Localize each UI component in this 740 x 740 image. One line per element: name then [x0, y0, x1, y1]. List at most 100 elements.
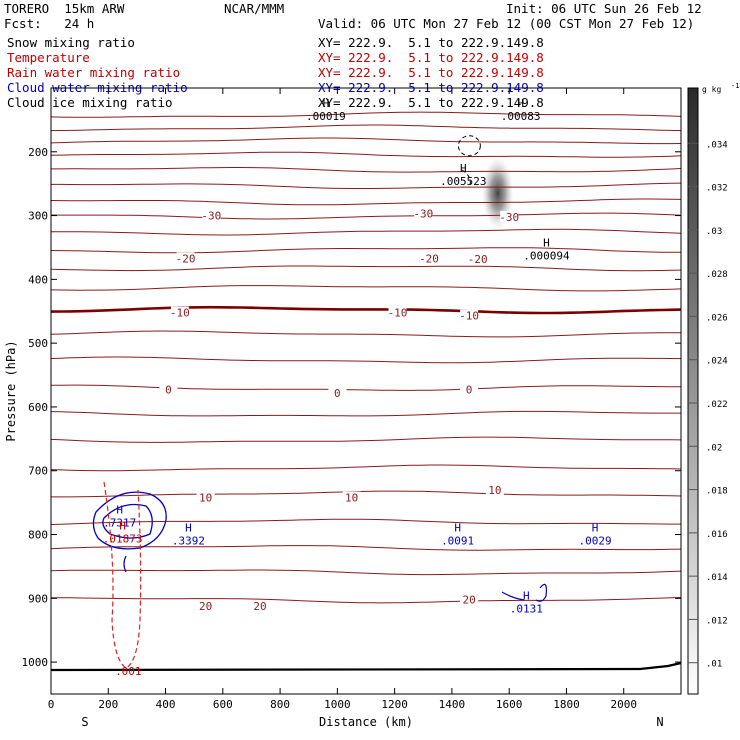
extremum-value: .01873	[103, 532, 143, 545]
temperature-label-bg	[460, 383, 479, 395]
terrain-line	[50, 661, 682, 672]
cloud-water-contour	[102, 503, 153, 539]
temperature-label: 20	[462, 594, 475, 607]
temperature-label: -10	[459, 310, 479, 323]
y-tick-label: 500	[28, 337, 48, 350]
extremum-value: .001	[115, 665, 142, 678]
temperature-label-bg	[420, 252, 438, 264]
field-snow-xy: XY= 222.9. 5.1 to 222.9.149.8	[318, 35, 544, 50]
temperature-label: -10	[388, 307, 408, 320]
valid-time: Valid: 06 UTC Mon 27 Feb 12 (00 CST Mon …	[318, 16, 695, 31]
isotherm-line	[51, 182, 682, 189]
temperature-label-bg	[196, 491, 215, 503]
y-tick-label: 1000	[22, 656, 49, 669]
temperature-label-bg	[159, 383, 178, 395]
temperature-label-bg	[170, 306, 189, 318]
isotherm-line	[50, 384, 681, 391]
x-tick-label: 1200	[381, 698, 408, 711]
field-temperature-xy: XY= 222.9. 5.1 to 222.9.149.8	[318, 50, 544, 65]
temperature-label: 10	[488, 484, 501, 497]
colorbar-tick-label: .024	[706, 357, 728, 367]
extremum-marker: H	[454, 521, 461, 534]
colorbar-unit: g kg	[702, 85, 721, 94]
extremum-value: .000094	[523, 250, 570, 263]
y-tick-label: 900	[28, 592, 48, 605]
extremum-value: .005523	[440, 175, 486, 188]
temperature-label: 20	[253, 600, 266, 613]
temperature-label-bg	[414, 207, 433, 219]
field-cloud-ice-label: Cloud ice mixing ratio	[7, 95, 173, 110]
cloud-water-contour	[123, 555, 127, 573]
temperature-label: -30	[413, 208, 433, 221]
x-tick-label: 1000	[324, 698, 351, 711]
extremum-value: .00019	[306, 110, 346, 123]
x-tick-label: 1600	[496, 698, 523, 711]
temperature-label: -30	[201, 210, 221, 223]
y-tick-label: 700	[28, 465, 48, 478]
temperature-label: -20	[176, 252, 196, 265]
snow-contour	[461, 169, 471, 187]
field-snow-label: Snow mixing ratio	[7, 35, 135, 50]
colorbar-tick-label: .01	[706, 660, 722, 670]
isotherm-line	[51, 228, 682, 236]
colorbar-tick-label: .026	[706, 313, 728, 323]
extremum-value: .00083	[501, 110, 541, 123]
isotherm-line	[51, 167, 682, 173]
colorbar-tick-label: .018	[706, 487, 728, 497]
isotherm-line	[50, 464, 682, 472]
extremum-marker: H	[119, 519, 126, 532]
south-label: S	[81, 715, 88, 729]
extremum-value: .0131	[510, 603, 543, 616]
temperature-label: -30	[499, 211, 519, 224]
x-tick-label: 1400	[439, 698, 466, 711]
extremum-value: .7317	[103, 516, 136, 529]
colorbar-tick-label: .032	[706, 184, 728, 194]
isotherm-line	[50, 198, 682, 206]
x-tick-label: 2000	[610, 698, 637, 711]
y-tick-label: 200	[28, 146, 48, 159]
colorbar-tick-label: .03	[706, 227, 722, 237]
temperature-label-bg	[342, 491, 361, 503]
x-tick-label: 200	[98, 698, 118, 711]
temperature-label: 0	[334, 387, 341, 400]
temperature-label-bg	[196, 599, 215, 611]
temperature-label: -20	[419, 252, 439, 265]
temperature-label: 0	[165, 384, 172, 397]
extremum-marker: H	[543, 237, 550, 250]
colorbar-tick-label: .02	[706, 443, 722, 453]
cloud-water-contour	[535, 583, 547, 602]
cloud-water-contour	[92, 491, 167, 550]
isotherm-line	[50, 285, 682, 292]
isotherm-line	[50, 410, 681, 417]
x-tick-label: 1800	[553, 698, 580, 711]
isotherm-line	[50, 137, 682, 145]
x-tick-label: 0	[48, 698, 55, 711]
x-axis-title: Distance (km)	[319, 715, 413, 729]
model-title: TORERO 15km ARW	[4, 1, 125, 16]
temperature-label-bg	[328, 386, 347, 398]
cloud-water-contour	[501, 591, 525, 601]
y-axis-title: Pressure (hPa)	[4, 340, 18, 441]
isotherm-line	[50, 518, 681, 525]
temperature-label: -10	[170, 307, 190, 320]
extremum-marker: H	[116, 503, 123, 516]
temperature-label-bg	[251, 599, 270, 611]
forecast-hour: Fcst: 24 h	[4, 16, 95, 31]
field-temperature-label: Temperature	[7, 50, 90, 65]
field-rain-label: Rain water mixing ratio	[7, 65, 181, 80]
snow-contour	[457, 135, 481, 157]
temperature-label: 10	[345, 492, 358, 505]
temperature-label: 0	[466, 384, 473, 397]
extremum-marker: H	[460, 162, 467, 175]
init-time: Init: 06 UTC Sun 26 Feb 12	[506, 1, 702, 16]
colorbar	[687, 87, 699, 695]
isotherm-line	[50, 436, 682, 443]
extremum-marker: H	[517, 97, 524, 110]
org-label: NCAR/MMM	[224, 1, 285, 16]
north-label: N	[656, 715, 663, 729]
extremum-marker: H	[592, 521, 599, 534]
isotherm-line	[51, 597, 682, 604]
temperature-label: -20	[468, 253, 488, 266]
isotherm-line	[50, 111, 682, 118]
